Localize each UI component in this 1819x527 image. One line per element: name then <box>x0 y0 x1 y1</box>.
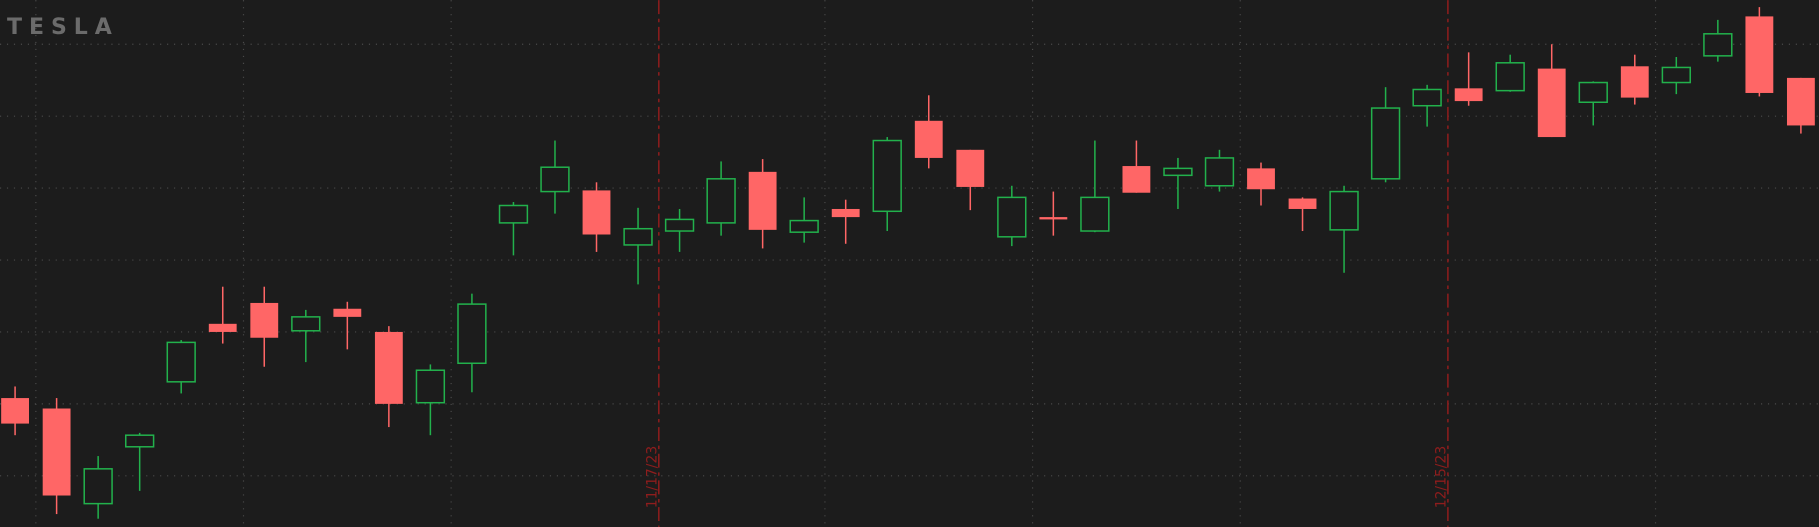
candle <box>166 340 196 394</box>
candle <box>1288 197 1317 232</box>
candle <box>748 159 777 249</box>
candle-body <box>1454 88 1483 102</box>
candle <box>333 301 362 350</box>
candle-body <box>540 166 570 193</box>
candle <box>664 208 695 252</box>
candle-body <box>1122 166 1151 193</box>
candle <box>498 202 529 256</box>
candle <box>1412 84 1442 127</box>
candle <box>1080 140 1110 233</box>
candle <box>1661 57 1691 95</box>
candle-body <box>1786 77 1815 126</box>
logo: TESLA <box>7 15 119 40</box>
candle-body <box>1703 33 1733 57</box>
candle-body <box>1204 157 1235 187</box>
candle <box>415 364 446 436</box>
candle <box>1578 81 1608 126</box>
candle-body <box>831 208 860 218</box>
date-label: 11/17/23 <box>644 446 660 508</box>
candle <box>1703 19 1733 62</box>
candle-body <box>748 171 777 230</box>
candle <box>1 386 30 436</box>
candle <box>1329 185 1359 273</box>
candle-body <box>1080 196 1110 232</box>
candle <box>706 161 736 236</box>
candle-body <box>498 204 529 224</box>
candle <box>1620 54 1649 105</box>
candle <box>1370 87 1401 183</box>
candle-body <box>83 468 113 505</box>
candle-body <box>457 303 487 365</box>
candle <box>956 149 985 211</box>
candle <box>1537 44 1566 138</box>
candle-body <box>914 120 943 158</box>
candle-body <box>124 434 155 448</box>
candle-body <box>1537 68 1566 138</box>
candle <box>997 185 1027 247</box>
candle <box>83 456 113 519</box>
candle-body <box>997 196 1027 238</box>
candle-body <box>415 369 446 404</box>
candle-body <box>1329 190 1359 231</box>
candle-body <box>1288 198 1317 209</box>
candle <box>250 286 279 367</box>
candle <box>291 309 321 363</box>
candle <box>831 199 860 244</box>
candle-body <box>1370 107 1401 180</box>
candle <box>1495 54 1525 92</box>
candle <box>1745 7 1774 97</box>
candle-body <box>166 341 196 383</box>
candle-body <box>1163 167 1193 177</box>
candle-body <box>291 316 321 332</box>
candle-body <box>42 408 71 496</box>
candle-body <box>374 331 403 404</box>
candle-body <box>1578 81 1608 104</box>
candle <box>208 286 237 344</box>
candle-body <box>706 178 736 224</box>
candle-body <box>1 398 30 424</box>
candle-body <box>250 302 279 338</box>
candle <box>623 207 653 285</box>
candle <box>582 182 611 252</box>
candle <box>374 326 403 428</box>
candle <box>1122 140 1151 193</box>
candle-body <box>1745 16 1774 93</box>
candle <box>42 398 71 515</box>
candle <box>1163 157 1193 209</box>
candle-body <box>1495 62 1525 92</box>
candle <box>1247 162 1275 206</box>
candle <box>457 293 487 393</box>
candle-body <box>956 149 985 187</box>
candle <box>540 140 570 214</box>
candle-body <box>623 227 653 246</box>
candle-body <box>1661 66 1691 84</box>
candle <box>1786 77 1815 134</box>
candle <box>789 197 819 243</box>
candle-body <box>872 139 902 213</box>
candle-body <box>1039 217 1068 220</box>
candle-body <box>789 219 819 233</box>
date-label: 12/15/23 <box>1434 446 1450 508</box>
candle <box>1454 52 1483 106</box>
candle <box>124 432 155 491</box>
candle-body <box>333 308 362 317</box>
candle <box>872 137 902 232</box>
candle-body <box>582 190 611 235</box>
candle-body <box>1412 88 1442 107</box>
candle <box>1204 149 1235 192</box>
candle-body <box>208 323 237 332</box>
candle-body <box>1247 168 1275 190</box>
candle-body <box>1620 66 1649 98</box>
candle <box>914 95 943 169</box>
candle <box>1039 191 1068 236</box>
candle-body <box>664 218 695 232</box>
